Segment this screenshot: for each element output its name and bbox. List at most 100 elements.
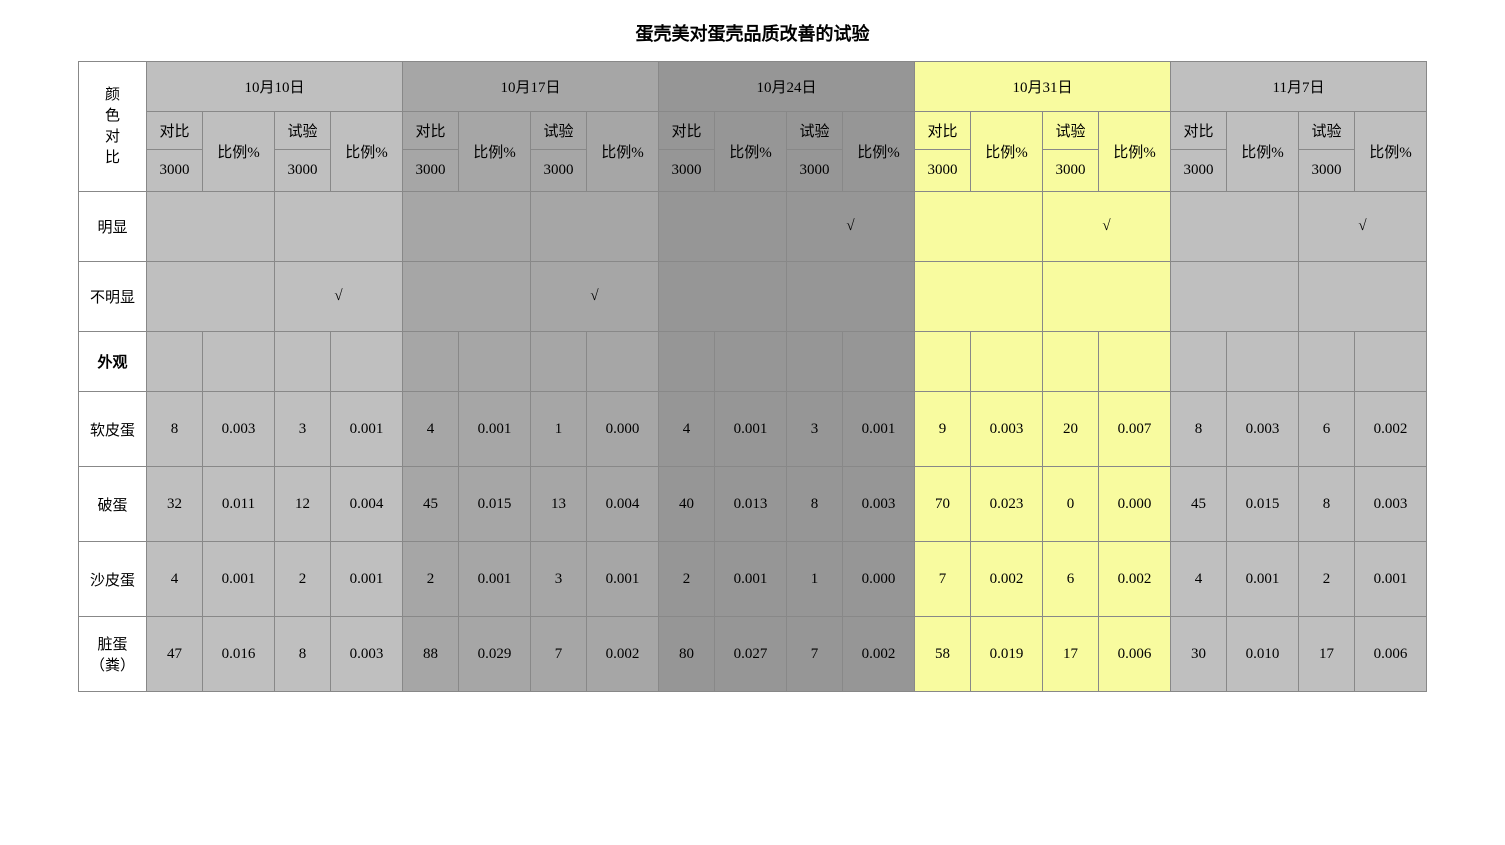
data-cell: 0.004 (587, 467, 659, 542)
data-cell: 0.001 (203, 542, 275, 617)
compare-header: 对比 (403, 112, 459, 150)
appearance-cell (275, 332, 331, 392)
data-cell: 0.027 (715, 617, 787, 692)
not-obvious-cell (147, 262, 275, 332)
ratio-header: 比例% (1099, 112, 1171, 192)
data-cell: 1 (531, 392, 587, 467)
data-cell: 0.002 (587, 617, 659, 692)
ratio-header: 比例% (1227, 112, 1299, 192)
data-cell: 0.015 (459, 467, 531, 542)
count-header: 3000 (147, 150, 203, 192)
data-cell: 3 (531, 542, 587, 617)
data-cell: 0.002 (971, 542, 1043, 617)
appearance-cell (843, 332, 915, 392)
compare-header: 对比 (147, 112, 203, 150)
appearance-cell (147, 332, 203, 392)
test-header: 试验 (531, 112, 587, 150)
count-header: 3000 (403, 150, 459, 192)
compare-header: 对比 (1171, 112, 1227, 150)
date-header: 10月10日 (147, 62, 403, 112)
appearance-cell (587, 332, 659, 392)
ratio-header: 比例% (715, 112, 787, 192)
data-cell: 6 (1299, 392, 1355, 467)
data-cell: 2 (1299, 542, 1355, 617)
appearance-cell (531, 332, 587, 392)
data-cell: 8 (1171, 392, 1227, 467)
obvious-cell (147, 192, 275, 262)
data-cell: 7 (915, 542, 971, 617)
count-header: 3000 (659, 150, 715, 192)
data-cell: 0.004 (331, 467, 403, 542)
data-cell: 30 (1171, 617, 1227, 692)
date-header: 10月17日 (403, 62, 659, 112)
test-header: 试验 (275, 112, 331, 150)
data-cell: 0.011 (203, 467, 275, 542)
data-cell: 0.000 (843, 542, 915, 617)
data-cell: 0.002 (1355, 392, 1427, 467)
count-header: 3000 (275, 150, 331, 192)
appearance-cell (459, 332, 531, 392)
appearance-cell (1299, 332, 1355, 392)
data-cell: 45 (403, 467, 459, 542)
appearance-cell (971, 332, 1043, 392)
data-cell: 47 (147, 617, 203, 692)
test-header: 试验 (1299, 112, 1355, 150)
appearance-cell (1043, 332, 1099, 392)
appearance-cell (1355, 332, 1427, 392)
data-table: 颜色对比 10月10日 10月17日 10月24日 10月31日 11月7日 对… (78, 61, 1427, 692)
not-obvious-cell (1043, 262, 1171, 332)
data-cell: 3 (275, 392, 331, 467)
data-cell: 0.003 (331, 617, 403, 692)
date-header: 10月24日 (659, 62, 915, 112)
obvious-cell: √ (1043, 192, 1171, 262)
data-cell: 0.013 (715, 467, 787, 542)
obvious-cell (659, 192, 787, 262)
data-cell: 8 (1299, 467, 1355, 542)
not-obvious-cell (659, 262, 787, 332)
appearance-cell (403, 332, 459, 392)
ratio-header: 比例% (203, 112, 275, 192)
data-cell: 0.001 (459, 542, 531, 617)
not-obvious-cell (1299, 262, 1427, 332)
data-cell: 0.003 (203, 392, 275, 467)
data-cell: 0.001 (715, 392, 787, 467)
not-obvious-cell (787, 262, 915, 332)
data-cell: 2 (659, 542, 715, 617)
data-cell: 0.001 (331, 542, 403, 617)
appearance-cell (1227, 332, 1299, 392)
appearance-cell (1099, 332, 1171, 392)
count-header: 3000 (787, 150, 843, 192)
obvious-cell: √ (1299, 192, 1427, 262)
data-cell: 9 (915, 392, 971, 467)
ratio-header: 比例% (1355, 112, 1427, 192)
data-cell: 4 (1171, 542, 1227, 617)
data-cell: 0.003 (1227, 392, 1299, 467)
data-cell: 0.010 (1227, 617, 1299, 692)
data-cell: 8 (147, 392, 203, 467)
ratio-header: 比例% (459, 112, 531, 192)
ratio-header: 比例% (587, 112, 659, 192)
not-obvious-cell: √ (531, 262, 659, 332)
data-cell: 45 (1171, 467, 1227, 542)
not-obvious-cell: √ (275, 262, 403, 332)
data-cell: 70 (915, 467, 971, 542)
data-cell: 8 (787, 467, 843, 542)
data-cell: 13 (531, 467, 587, 542)
not-obvious-cell (915, 262, 1043, 332)
obvious-cell (531, 192, 659, 262)
ratio-header: 比例% (843, 112, 915, 192)
obvious-cell (1171, 192, 1299, 262)
data-cell: 0.029 (459, 617, 531, 692)
data-cell: 6 (1043, 542, 1099, 617)
data-cell: 88 (403, 617, 459, 692)
data-cell: 0.016 (203, 617, 275, 692)
data-cell: 40 (659, 467, 715, 542)
data-cell: 0.006 (1099, 617, 1171, 692)
appearance-cell (203, 332, 275, 392)
obvious-cell (403, 192, 531, 262)
data-cell: 2 (403, 542, 459, 617)
obvious-cell (275, 192, 403, 262)
compare-header: 对比 (659, 112, 715, 150)
page-title: 蛋壳美对蛋壳品质改善的试验 (20, 20, 1485, 46)
data-cell: 7 (531, 617, 587, 692)
